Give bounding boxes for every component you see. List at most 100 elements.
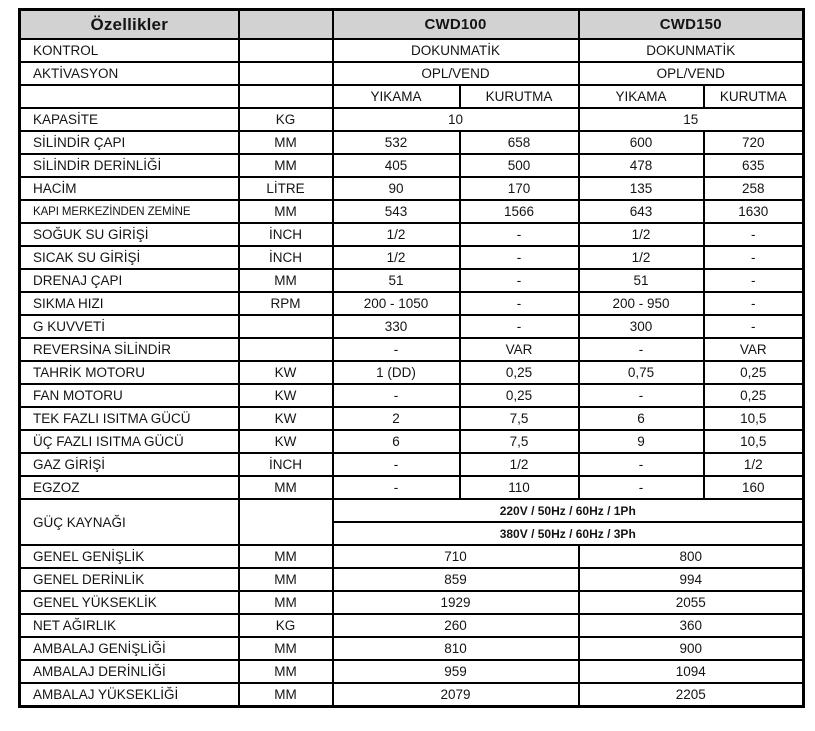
value-cell: 2055 [577,590,805,615]
value-cell: 10 [331,107,580,132]
value-cell: 7,5 [458,429,580,454]
value-cell: 0,25 [702,360,805,385]
table-row: SICAK SU GİRİŞİ İNCH 1/2-1/2- [18,245,805,270]
value-cell: 1094 [577,659,805,684]
unit-cell: KW [237,360,334,385]
table-row: KAPASİTE KG 10 15 [18,107,805,132]
value-cell: 1/2 [331,222,461,247]
value-cell: 90 [331,176,461,201]
table-row: 380V / 50Hz / 60Hz / 3Ph [20,521,805,546]
value-cell: 543 [331,199,461,224]
value-cell: OPL/VEND [577,61,805,86]
value-cell: 1929 [331,590,580,615]
value-cell: 2079 [331,682,580,708]
table-row: TAHRİK MOTORU KW 1 (DD) 0,25 0,75 0,25 [18,360,805,385]
unit-cell [237,61,334,86]
spec-row-label: GENEL GENİŞLİK [18,544,240,569]
value-cell: - [702,314,805,339]
spec-row-label: KONTROL [18,38,240,63]
value-cell: 658 [458,130,580,155]
table-row: GÜÇ KAYNAĞI 220V / 50Hz / 60Hz / 1Ph [18,498,805,546]
value-cell: 1/2 [577,222,705,247]
spec-row-label: SİLİNDİR ÇAPI [18,130,240,155]
unit-cell [237,38,334,63]
features-column-header: Özellikler [18,8,240,40]
unit-cell: MM [237,590,334,615]
value-cell: 959 [331,659,580,684]
spec-row-label [18,84,240,109]
value-cell: 859 [331,567,580,592]
value-cell: 478 [577,153,705,178]
value-cell: - [331,383,461,408]
unit-cell [237,498,334,546]
value-cell: 2205 [577,682,805,708]
value-cell: 600 [577,130,705,155]
table-row: DRENAJ ÇAPI MM 51-51- [18,268,805,293]
spec-row-label: AMBALAJ DERİNLİĞİ [18,659,240,684]
spec-row-label: NET AĞIRLIK [18,613,240,638]
table-row: G KUVVETİ 330-300- [18,314,805,339]
value-cell: - [702,245,805,270]
table-row: REVERSİNA SİLİNDİR - VAR - VAR [18,337,805,362]
table-row: HACİM LİTRE 90 170 135 258 [18,176,805,201]
value-cell: - [702,268,805,293]
value-cell: 1630 [702,199,805,224]
value-cell: 0,25 [458,360,580,385]
spec-row-label: FAN MOTORU [18,383,240,408]
table-row: KAPI MERKEZİNDEN ZEMİNE MM 543 1566 643 1630 [18,199,805,224]
table-row: ÜÇ FAZLI ISITMA GÜCÜ KW 6 7,5 9 10,5 [18,429,805,454]
value-cell: 0,25 [702,383,805,408]
value-cell: 532 [331,130,461,155]
value-cell: 6 [331,429,461,454]
value-cell: 200 - 950 [577,291,705,316]
table-row: SİLİNDİR DERİNLİĞİ MM 405 500 478 635 [18,153,805,178]
value-cell: 405 [331,153,461,178]
value-cell: - [577,452,705,477]
value-cell: 9 [577,429,705,454]
spec-row-label: G KUVVETİ [18,314,240,339]
table-row: NET AĞIRLIK KG 260 360 [18,613,805,638]
value-cell: - [458,291,580,316]
value-cell: 7,5 [458,406,580,431]
table-row: TEK FAZLI ISITMA GÜCÜ KW 2 7,5 6 10,5 [18,406,805,431]
value-cell: 635 [702,153,805,178]
spec-row-label: AMBALAJ GENİŞLİĞİ [18,636,240,661]
table-row: SIKMA HIZI RPM 200 - 1050-200 - 950- [18,291,805,316]
value-cell: 135 [577,176,705,201]
value-cell: 6 [577,406,705,431]
value-cell: 2 [331,406,461,431]
table-row: AKTİVASYON OPL/VEND OPL/VEND [18,61,805,86]
value-cell: - [702,222,805,247]
unit-cell: İNCH [237,222,334,247]
spec-row-label: HACİM [18,176,240,201]
value-cell: - [458,245,580,270]
value-cell: 10,5 [702,429,805,454]
spec-row-label: ÜÇ FAZLI ISITMA GÜCÜ [18,429,240,454]
unit-cell: LİTRE [237,176,334,201]
unit-cell: MM [237,544,334,569]
value-cell: 258 [702,176,805,201]
value-cell: 1566 [458,199,580,224]
spec-row-label: TEK FAZLI ISITMA GÜCÜ [18,406,240,431]
model-header-cwd150: CWD150 [577,8,805,40]
table-row: GENEL YÜKSEKLİK MM 1929 2055 [18,590,805,615]
spec-row-label: AKTİVASYON [18,61,240,86]
unit-column-header [237,8,334,40]
spec-table-body: KONTROL DOKUNMATİK DOKUNMATİK AKTİVASYON OPL… [18,38,805,708]
value-cell: 170 [458,176,580,201]
unit-cell: KW [237,429,334,454]
value-cell: 1/2 [702,452,805,477]
value-cell: - [331,337,461,362]
value-cell: 994 [577,567,805,592]
value-cell: DOKUNMATİK [577,38,805,63]
spec-row-label: SIKMA HIZI [18,291,240,316]
table-row: EGZOZ MM -110-160 [18,475,805,500]
unit-cell: KG [237,613,334,638]
spec-row-label: TAHRİK MOTORU [18,360,240,385]
unit-cell: İNCH [237,245,334,270]
value-cell: - [458,268,580,293]
spec-row-label: AMBALAJ YÜKSEKLİĞİ [18,682,240,708]
mode-header-cell: YIKAMA [577,84,705,109]
value-cell: 0,75 [577,360,705,385]
